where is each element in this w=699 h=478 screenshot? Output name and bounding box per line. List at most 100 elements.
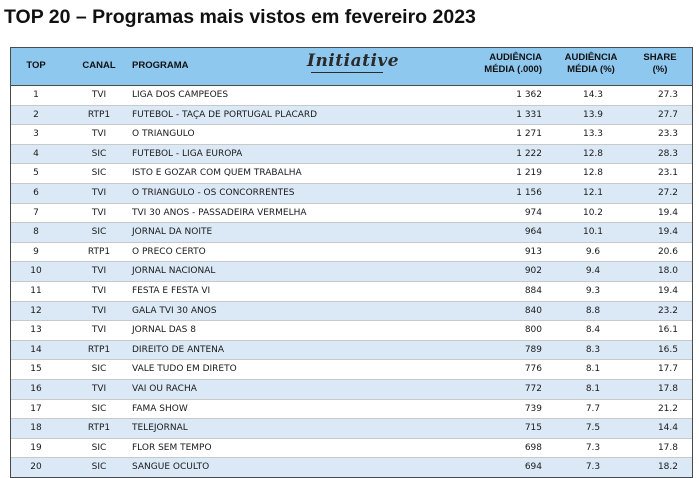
cell-canal: RTP1 (87, 109, 111, 120)
cell-programa: VALE TUDO EM DIRETO (132, 364, 237, 375)
header-audiencia-media-line2: MÉDIA (.000) (484, 64, 542, 75)
cell-canal: SIC (91, 462, 107, 473)
cell-audiencia-pct: 10.1 (582, 227, 604, 238)
cell-audiencia-pct: 7.3 (585, 462, 601, 473)
cell-programa: O PRECO CERTO (132, 246, 206, 257)
header-audiencia-pct: AUDIÊNCIA MÉDIA (%) (551, 52, 631, 76)
cell-share: 23.1 (657, 168, 678, 179)
cell-canal: TVI (91, 187, 107, 198)
cell-audiencia: 772 (524, 383, 542, 394)
cell-audiencia: 789 (524, 344, 542, 355)
header-share-line2: (%) (652, 64, 668, 75)
header-share-line1: SHARE (643, 52, 677, 63)
table-row: 19 SIC FLOR SEM TEMPO 698 7.3 17.8 (11, 439, 692, 459)
header-programa: PROGRAMA (132, 60, 189, 71)
cell-canal: RTP1 (87, 246, 111, 257)
table-body: 1 TVI LIGA DOS CAMPEOES 1 362 14.3 27.3 2 RTP1… (11, 86, 692, 477)
cell-share: 28.3 (657, 148, 678, 159)
table-row: 17 SIC FAMA SHOW 739 7.7 21.2 (11, 400, 692, 420)
cell-canal: RTP1 (87, 344, 111, 355)
cell-audiencia: 1 331 (516, 109, 542, 120)
table-row: 3 TVI O TRIANGULO 1 271 13.3 23.3 (11, 125, 692, 145)
cell-audiencia-pct: 8.8 (585, 305, 601, 316)
cell-canal: TVI (91, 207, 107, 218)
cell-audiencia: 1 271 (516, 129, 542, 140)
header-audiencia-media: AUDIÊNCIA MÉDIA (.000) (451, 52, 542, 76)
cell-audiencia-pct: 7.5 (585, 423, 601, 434)
cell-top: 9 (33, 246, 39, 257)
table-row: 10 TVI JORNAL NACIONAL 902 9.4 18.0 (11, 262, 692, 282)
cell-audiencia-pct: 8.3 (585, 344, 601, 355)
page-title: TOP 20 – Programas mais vistos em fevere… (4, 6, 476, 28)
cell-audiencia: 1 222 (516, 148, 542, 159)
cell-share: 17.7 (657, 364, 678, 375)
table-row: 4 SIC FUTEBOL - LIGA EUROPA 1 222 12.8 28.3 (11, 144, 692, 165)
cell-share: 23.3 (657, 129, 678, 140)
cell-audiencia: 1 219 (516, 168, 542, 179)
cell-programa: LIGA DOS CAMPEOES (132, 90, 229, 100)
cell-audiencia-pct: 12.8 (582, 148, 604, 159)
table-row: 2 RTP1 FUTEBOL - TAÇA DE PORTUGAL PLACARD 1… (11, 105, 692, 126)
cell-audiencia-pct: 13.9 (582, 109, 604, 120)
cell-share: 18.0 (657, 266, 678, 277)
cell-share: 20.6 (657, 246, 678, 257)
cell-top: 14 (30, 344, 42, 355)
cell-audiencia-pct: 14.3 (582, 90, 604, 100)
cell-programa: FAMA SHOW (132, 403, 188, 414)
cell-canal: SIC (91, 227, 107, 238)
header-audiencia-pct-line1: AUDIÊNCIA (564, 52, 618, 63)
cell-top: 17 (30, 403, 42, 414)
cell-programa: FUTEBOL - TAÇA DE PORTUGAL PLACARD (132, 109, 318, 120)
table-row: 1 TVI LIGA DOS CAMPEOES 1 362 14.3 27.3 (11, 86, 692, 106)
cell-share: 23.2 (657, 305, 678, 316)
cell-share: 18.2 (657, 462, 678, 473)
cell-canal: TVI (91, 383, 107, 394)
cell-programa: DIREITO DE ANTENA (132, 344, 225, 355)
cell-canal: TVI (91, 305, 107, 316)
cell-canal: SIC (91, 403, 107, 414)
cell-programa: FLOR SEM TEMPO (132, 442, 212, 453)
table-row: 6 TVI O TRIANGULO - OS CONCORRENTES 1 156 12… (11, 183, 692, 204)
header-share: SHARE (%) (638, 52, 682, 76)
cell-top: 12 (30, 305, 42, 316)
cell-audiencia: 694 (524, 462, 542, 473)
table-row: 11 TVI FESTA E FESTA VI 884 9.3 19.4 (11, 282, 692, 302)
cell-audiencia-pct: 7.7 (585, 403, 601, 414)
cell-audiencia-pct: 12.8 (582, 168, 604, 179)
cell-programa: JORNAL DA NOITE (132, 227, 213, 238)
cell-top: 10 (30, 266, 42, 277)
cell-share: 21.2 (657, 403, 678, 414)
cell-audiencia: 715 (524, 423, 542, 434)
cell-programa: SANGUE OCULTO (132, 462, 210, 473)
cell-share: 17.8 (657, 383, 678, 394)
cell-canal: SIC (91, 148, 107, 159)
table-header: TOP CANAL PROGRAMA Initiative AUDIÊNCIA … (11, 48, 692, 86)
cell-audiencia-pct: 8.1 (585, 364, 601, 375)
cell-top: 20 (30, 462, 42, 473)
cell-audiencia: 800 (524, 325, 542, 336)
cell-top: 16 (30, 383, 42, 394)
cell-canal: TVI (91, 285, 107, 296)
cell-programa: TELEJORNAL (132, 423, 188, 434)
cell-audiencia: 974 (524, 207, 542, 218)
cell-audiencia: 884 (524, 285, 542, 296)
header-canal: CANAL (82, 60, 116, 71)
cell-top: 6 (33, 187, 39, 198)
ranking-table: TOP CANAL PROGRAMA Initiative AUDIÊNCIA … (10, 47, 693, 478)
cell-top: 1 (33, 90, 39, 100)
cell-audiencia: 1 156 (516, 187, 542, 198)
cell-canal: TVI (91, 325, 107, 336)
cell-share: 19.4 (657, 207, 678, 218)
cell-share: 27.3 (657, 90, 678, 100)
cell-audiencia-pct: 8.1 (585, 383, 601, 394)
cell-audiencia: 776 (524, 364, 542, 375)
cell-audiencia: 913 (524, 246, 542, 257)
table-row: 8 SIC JORNAL DA NOITE 964 10.1 19.4 (11, 223, 692, 243)
cell-programa: FESTA E FESTA VI (132, 285, 211, 296)
cell-canal: TVI (91, 90, 107, 100)
cell-top: 8 (33, 227, 39, 238)
cell-top: 7 (33, 207, 39, 218)
table-row: 5 SIC ISTO E GOZAR COM QUEM TRABALHA 1 219 1… (11, 164, 692, 184)
table-row: 14 RTP1 DIREITO DE ANTENA 789 8.3 16.5 (11, 340, 692, 361)
cell-canal: SIC (91, 168, 107, 179)
